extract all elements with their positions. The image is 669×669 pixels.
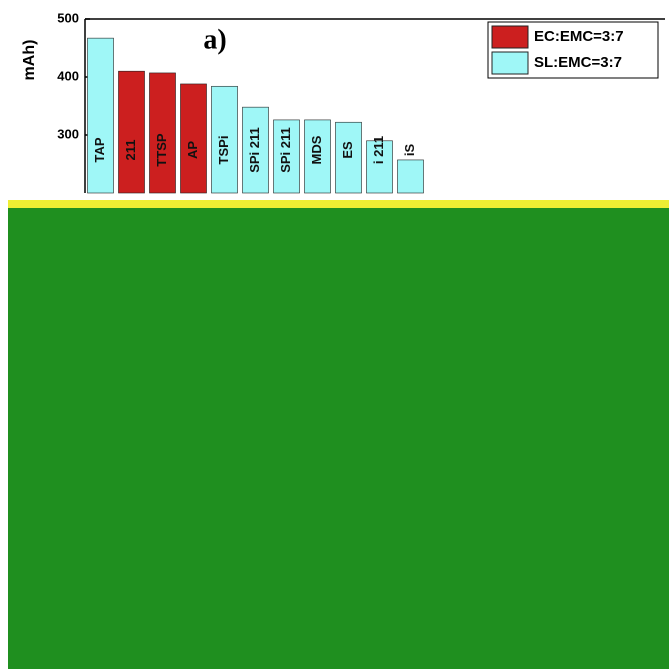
y-tick-label: 300 [57, 126, 79, 141]
legend-label: EC:EMC=3:7 [534, 28, 624, 45]
bar [118, 71, 144, 193]
glitch-band [8, 200, 669, 208]
bar [397, 160, 423, 193]
x-tick-label: TAP [92, 137, 107, 162]
legend-label: SL:EMC=3:7 [534, 54, 622, 71]
x-tick-label: SPi 211 [247, 127, 262, 173]
chart-title: a) [203, 24, 226, 55]
x-tick-label: TTSP [154, 133, 169, 167]
legend-swatch [492, 26, 528, 48]
x-tick-label: SPi 211 [278, 127, 293, 173]
bar [180, 84, 206, 193]
glitch-area [8, 200, 669, 669]
y-tick-label: 500 [57, 10, 79, 25]
x-tick-label: TSPi [216, 136, 231, 165]
y-tick-label: 400 [57, 68, 79, 83]
x-tick-label: 211 [123, 140, 138, 161]
chart: a) mAh) 300 400 500 TAP 211 TTSP AP TSPi SPi 211… [0, 0, 669, 669]
x-tick-label: i 211 [371, 136, 386, 164]
bar [149, 73, 175, 193]
x-tick-label: iS [402, 144, 417, 157]
legend-swatch [492, 52, 528, 74]
y-axis-label: mAh) [21, 40, 38, 81]
x-tick-label: MDS [309, 135, 324, 164]
bar [87, 38, 113, 193]
x-tick-label: AP [185, 141, 200, 159]
x-tick-label: ES [340, 141, 355, 159]
